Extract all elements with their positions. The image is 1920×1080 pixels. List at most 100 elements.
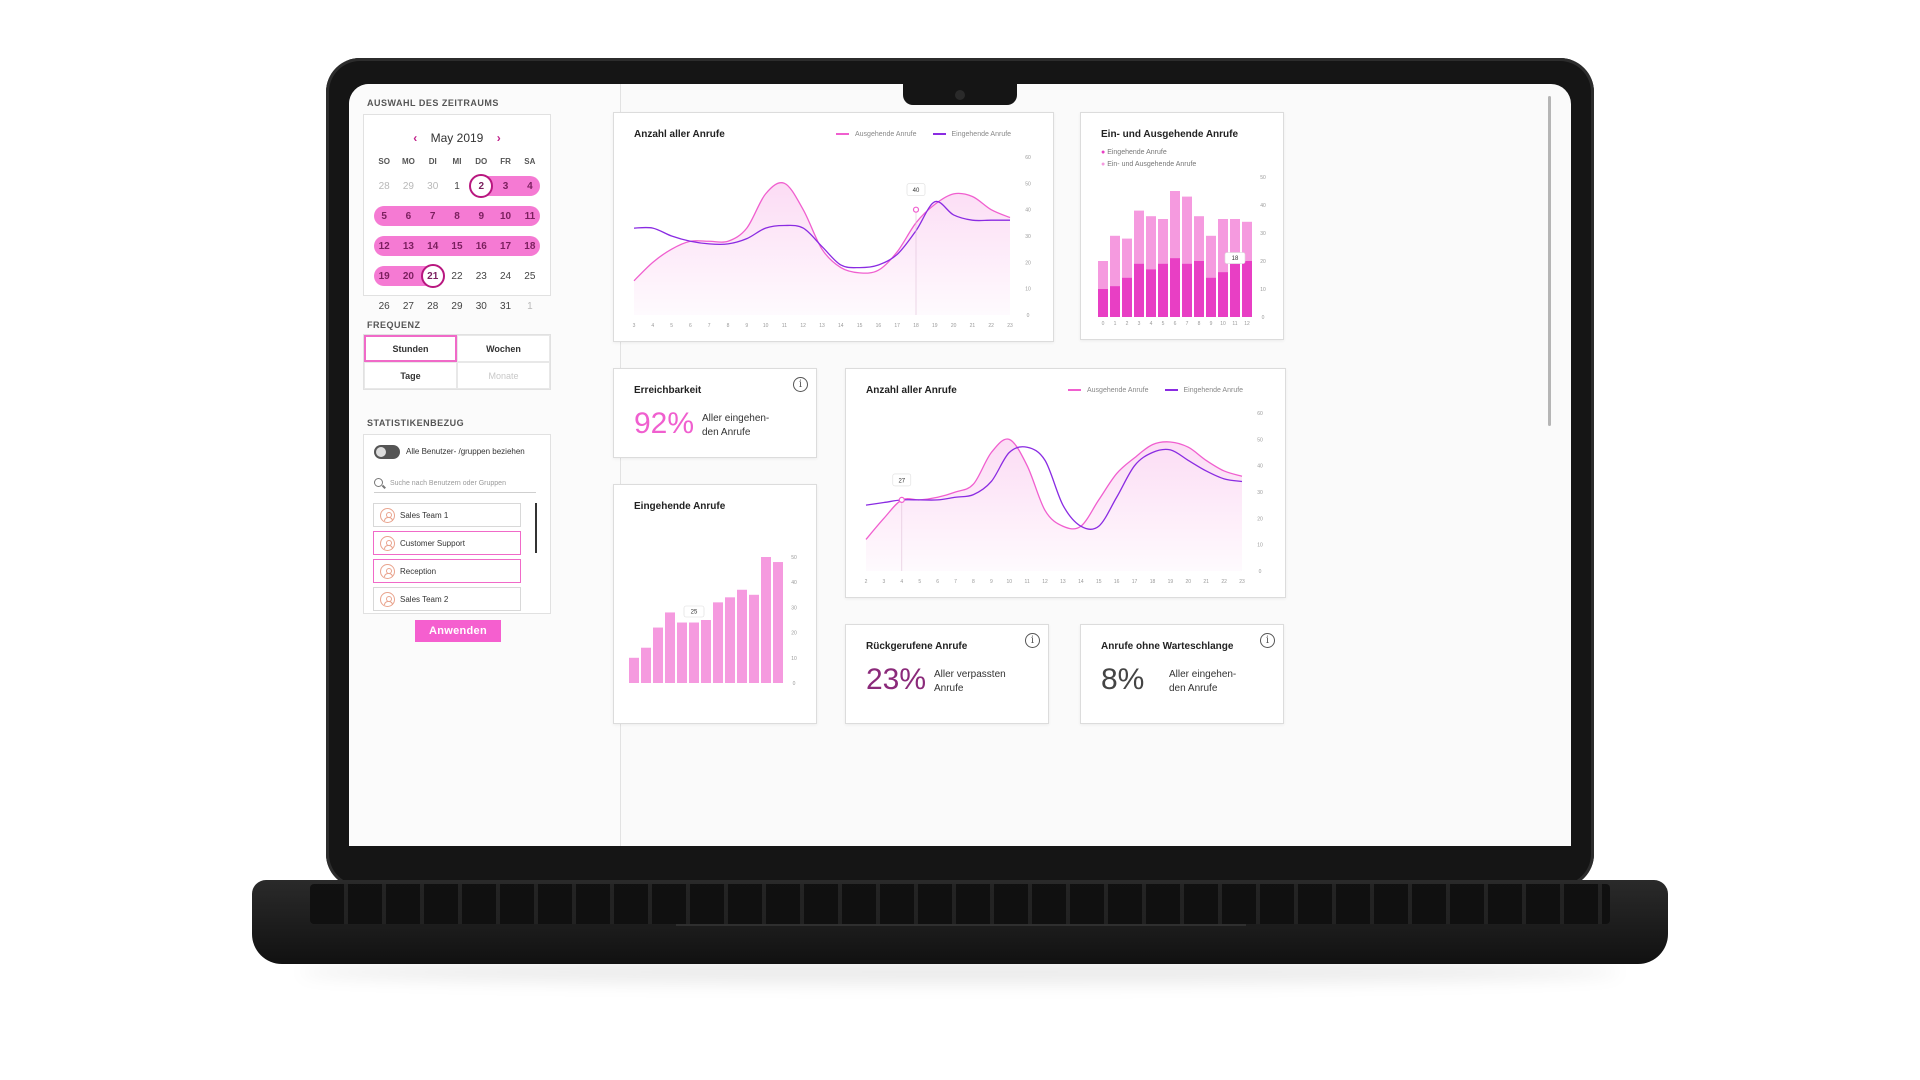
all-calls-chart-card: Anzahl aller Anrufe Ausgehende Anrufe Ei… — [613, 112, 1054, 342]
calendar-day[interactable]: 27 — [402, 300, 414, 312]
main-scrollbar[interactable] — [1548, 96, 1551, 426]
calendar-day[interactable]: 1 — [454, 180, 460, 192]
calendar-day[interactable]: 16 — [475, 240, 487, 252]
frequency-hours[interactable]: Stunden — [364, 335, 457, 362]
bar-legend: ● Eingehende Anrufe ● Ein- und Ausgehend… — [1101, 147, 1196, 171]
x-tick-label: 4 — [900, 579, 903, 585]
group-item-customer-support[interactable]: Customer Support — [373, 531, 521, 555]
calendar-day[interactable]: 8 — [454, 210, 460, 222]
calendar-day[interactable]: 28 — [378, 180, 390, 192]
x-tick-label: 21 — [970, 323, 976, 329]
info-icon[interactable]: i — [793, 377, 808, 392]
calendar-day[interactable]: 11 — [524, 210, 536, 222]
calendar-day[interactable]: 22 — [451, 270, 463, 282]
x-tick-label: 7 — [1186, 321, 1189, 327]
calendar-week: 26 27 28 29 30 31 1 — [372, 296, 542, 316]
bar-total — [1122, 238, 1132, 317]
calendar-day[interactable]: 12 — [378, 240, 390, 252]
calendar-month-label: May 2019 — [430, 131, 484, 145]
group-search-input[interactable]: Suche nach Benutzern oder Gruppen — [374, 477, 536, 493]
calendar-day[interactable]: 1 — [527, 300, 533, 312]
calendar-grid: SO MO DI MI DO FR SA 28 29 30 1 2 3 4 5 6 7 8 9 10 11 12 13 14… — [372, 157, 542, 326]
calendar-day[interactable]: 17 — [500, 240, 512, 252]
info-icon[interactable]: i — [1025, 633, 1040, 648]
bar-incoming — [1110, 286, 1120, 317]
group-search-placeholder: Suche nach Benutzern oder Gruppen — [390, 480, 506, 487]
calendar-day[interactable]: 29 — [402, 180, 414, 192]
calendar-day[interactable]: 31 — [500, 300, 512, 312]
user-avatar-icon — [380, 508, 395, 523]
calendar-day[interactable]: 15 — [451, 240, 463, 252]
x-tick-label: 4 — [1150, 321, 1153, 327]
y-tick-label: 0 — [1259, 569, 1262, 575]
chart-legend: Ausgehende Anrufe Eingehende Anrufe — [836, 131, 1011, 138]
bar — [713, 602, 723, 683]
group-list-scrollbar[interactable] — [535, 503, 537, 553]
calendar-day[interactable]: 10 — [500, 210, 512, 222]
group-item-reception[interactable]: Reception — [373, 559, 521, 583]
calendar-day[interactable]: 30 — [475, 300, 487, 312]
calendar-day[interactable]: 23 — [475, 270, 487, 282]
legend-incoming: Eingehende Anrufe — [1164, 387, 1243, 394]
next-month-icon[interactable]: › — [496, 131, 501, 145]
group-item-label: Sales Team 2 — [400, 594, 449, 604]
reachability-value: 92% — [634, 407, 695, 440]
frequency-weeks[interactable]: Wochen — [457, 335, 550, 362]
x-tick-label: 9 — [745, 323, 748, 329]
x-tick-label: 3 — [633, 323, 636, 329]
tooltip-box — [906, 183, 926, 196]
calendar-day[interactable]: 25 — [524, 270, 536, 282]
legend-outgoing: Ausgehende Anrufe — [836, 131, 917, 138]
reachability-caption: Aller eingehen-den Anrufe — [702, 413, 770, 438]
calendar-day[interactable]: 20 — [402, 270, 414, 282]
x-tick-label: 7 — [954, 579, 957, 585]
x-tick-label: 0 — [1102, 321, 1105, 327]
user-group-panel: Alle Benutzer- /gruppen beziehen Suche n… — [363, 434, 551, 614]
x-tick-label: 15 — [1096, 579, 1102, 585]
calendar-day[interactable]: 21 — [421, 271, 445, 282]
calendar-day[interactable]: 29 — [451, 300, 463, 312]
bar-total — [1206, 235, 1216, 317]
x-tick-label: 21 — [1203, 579, 1209, 585]
calendar-day[interactable]: 24 — [500, 270, 512, 282]
calendar-day[interactable]: 5 — [381, 210, 387, 222]
calendar-day[interactable]: 7 — [429, 210, 436, 222]
bar-total — [1134, 210, 1144, 317]
card-title: Anrufe ohne Warteschlange — [1101, 641, 1234, 652]
x-tick-label: 14 — [1078, 579, 1084, 585]
bar — [677, 622, 687, 683]
calendar-day[interactable]: 3 — [502, 180, 509, 192]
calendar-day[interactable]: 13 — [402, 240, 414, 252]
group-item-sales-team-2[interactable]: Sales Team 2 — [373, 587, 521, 611]
group-item-sales-team-1[interactable]: Sales Team 1 — [373, 503, 521, 527]
calendar-day[interactable]: 2 — [469, 181, 493, 192]
calendar-day[interactable]: 26 — [378, 300, 390, 312]
apply-button[interactable]: Anwenden — [415, 620, 501, 642]
all-users-toggle[interactable] — [374, 445, 400, 459]
bar-total — [1170, 191, 1180, 317]
info-icon[interactable]: i — [1260, 633, 1275, 648]
calendar-day[interactable]: 9 — [478, 210, 485, 222]
frequency-days[interactable]: Tage — [364, 362, 457, 389]
x-tick-label: 8 — [1198, 321, 1201, 327]
x-tick-label: 11 — [1232, 321, 1237, 327]
no-queue-value: 8% — [1101, 663, 1145, 696]
calendar-day[interactable]: 14 — [427, 240, 439, 252]
calendar-day[interactable]: 18 — [524, 240, 536, 252]
tooltip-value: 27 — [898, 478, 905, 484]
incoming-series-line — [865, 446, 1243, 531]
calendar-week: 19 20 21 22 23 24 25 — [372, 266, 542, 286]
x-tick-label: 8 — [972, 579, 975, 585]
x-tick-label: 6 — [689, 323, 692, 329]
calendar-day[interactable]: 30 — [427, 180, 439, 192]
calendar-day[interactable]: 19 — [378, 270, 390, 282]
y-tick-label: 50 — [791, 555, 797, 561]
prev-month-icon[interactable]: ‹ — [413, 131, 418, 145]
calendar-day[interactable]: 28 — [427, 300, 439, 312]
x-tick-label: 16 — [876, 323, 882, 329]
calendar-day[interactable]: 6 — [405, 210, 412, 222]
calendar-day[interactable]: 4 — [527, 180, 533, 192]
y-tick-label: 40 — [791, 580, 797, 586]
